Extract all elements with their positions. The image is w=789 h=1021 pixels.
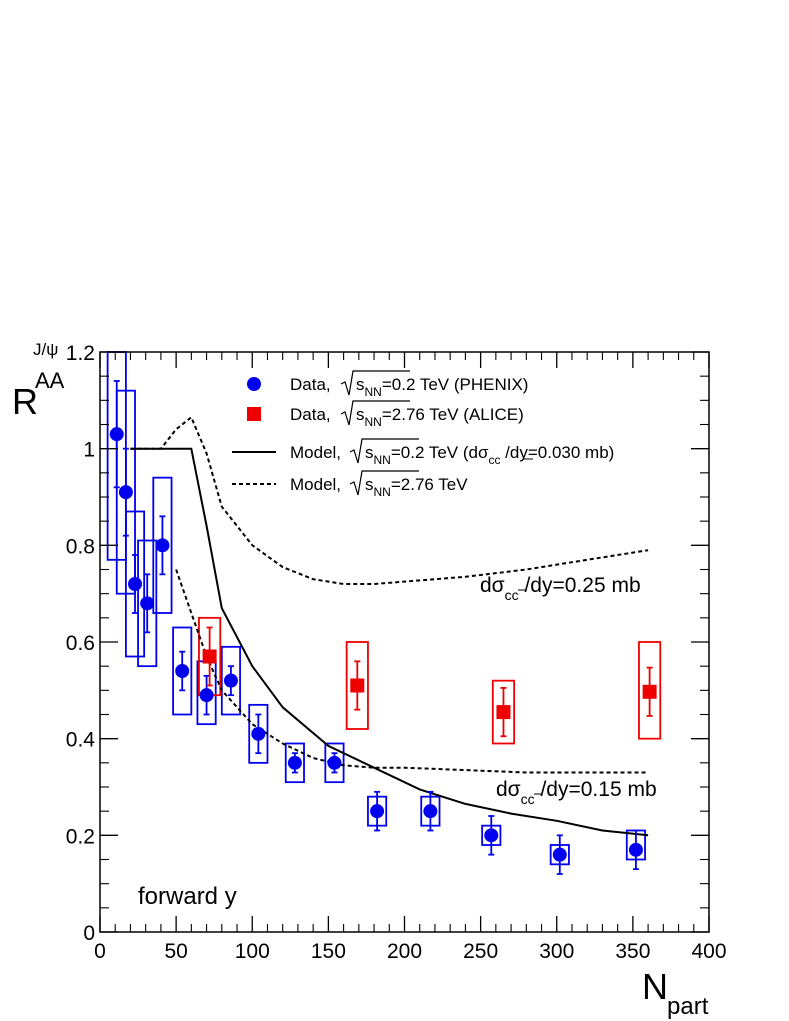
x-axis-title: N [642,966,668,1007]
data-point-0-12 [423,804,438,819]
data-point-1-1 [350,678,365,693]
x-tick-label: 0 [94,940,106,963]
data-point-0-0 [109,427,124,442]
sys-box-0-10 [324,742,345,784]
data-point-0-2 [128,577,143,591]
legend-marker-alice [247,407,261,421]
data-point-1-3 [642,684,657,699]
sys-box-1-1 [345,641,369,730]
data-point-0-10 [327,755,342,770]
svg-text:sNN=2.76 TeV: sNN=2.76 TeV [365,475,468,499]
model-curve-2 [175,569,649,774]
sys-box-0-9 [284,742,305,784]
x-tick-label: 250 [463,940,498,963]
y-tick-label: 1.2 [66,342,95,365]
model-curve-0 [130,447,649,837]
svg-text:sNN=2.76 TeV (ALICE): sNN=2.76 TeV (ALICE) [356,405,524,429]
curve-label-025: dσcc /dy=0.25 mb [480,574,641,603]
x-tick-label: 300 [539,940,574,963]
data-point-1-2 [496,705,511,720]
model-curves [130,415,649,837]
y-tick-label: 0.4 [66,729,96,752]
legend-entry-model-02: Model, sNN=0.2 TeV (dσcc /dy=0.030 mb) [290,438,614,467]
data-point-0-14 [552,847,567,862]
y-axis-title-sup: J/ψ [33,340,58,359]
sys-box-0-4 [152,476,173,614]
axes: 0 50 100 150 200 250 300 350 400 0 0.2 0.4 0.6 0.8 1 1.… [66,342,727,963]
sys-box-0-5 [172,626,193,716]
x-tick-label: 350 [615,940,650,963]
data-point-0-9 [287,755,302,770]
x-tick-label: 200 [387,940,422,963]
x-tick-label: 100 [235,940,270,963]
curve-label-015: dσcc /dy=0.15 mb [496,778,657,807]
y-tick-label: 0 [83,922,95,945]
svg-text:Model,: Model, [290,475,341,494]
data-point-0-5 [175,664,190,678]
sys-box-0-3 [137,539,158,668]
data-point-0-8 [251,726,266,741]
svg-text:Data,: Data, [290,405,331,424]
error-bars [113,380,653,875]
svg-text:Data,: Data, [290,375,331,394]
data-point-0-13 [484,828,499,843]
y-tick-label: 0.8 [66,535,95,558]
y-tick-label: 0.6 [66,632,95,655]
data-point-1-0 [202,649,217,664]
data-points [109,427,657,862]
forward-y-annotation: forward y [138,883,237,910]
x-axis-title-sub: part [667,993,709,1020]
data-point-0-15 [628,842,643,857]
data-point-0-11 [370,804,385,819]
svg-text:sNN=0.2 TeV (dσcc /dy=0.030 mb: sNN=0.2 TeV (dσcc /dy=0.030 mb) [365,443,614,467]
y-tick-label: 1 [83,439,95,462]
legend-marker-phenix [247,377,261,391]
svg-text:Model,: Model, [290,443,341,462]
svg-text:sNN=0.2 TeV (PHENIX): sNN=0.2 TeV (PHENIX) [356,375,528,399]
model-curve-1 [130,415,649,585]
sys-box-1-3 [638,641,662,740]
data-point-0-7 [223,673,238,688]
sys-box-0-7 [220,645,241,716]
data-point-0-3 [140,596,155,611]
data-point-0-6 [199,688,214,703]
x-tick-label: 400 [691,940,726,963]
sys-box-0-2 [124,510,146,658]
y-axis-title: R [12,381,38,422]
data-point-0-4 [155,538,170,553]
y-tick-label: 0.2 [66,825,95,848]
data-point-0-1 [118,485,133,500]
legend-entry-phenix: Data, sNN=0.2 TeV (PHENIX) [290,370,528,399]
legend: Data, sNN=0.2 TeV (PHENIX) Data, sNN=2.7… [232,370,614,499]
x-tick-label: 50 [164,940,187,963]
sys-box-1-2 [491,679,516,745]
legend-entry-model-276: Model, sNN=2.76 TeV [290,470,468,499]
x-tick-label: 150 [311,940,346,963]
legend-entry-alice: Data, sNN=2.76 TeV (ALICE) [290,400,524,429]
y-axis-title-sub: AA [35,368,65,393]
